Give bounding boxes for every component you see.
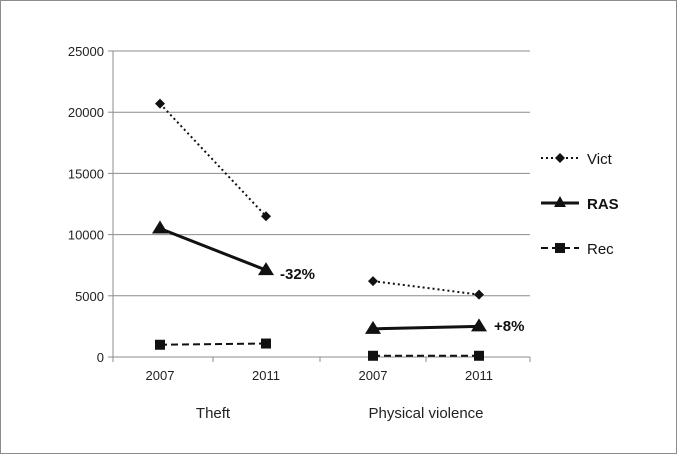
data-point-vict xyxy=(368,276,378,287)
legend-item-ras: RAS xyxy=(541,196,619,213)
y-tick-label: 20000 xyxy=(68,105,104,120)
violence-change-annotation: +8% xyxy=(494,318,524,335)
data-point-ras xyxy=(258,262,274,276)
series-line-rec xyxy=(159,342,267,346)
y-tick-label: 10000 xyxy=(68,228,104,243)
data-point-rec xyxy=(155,339,165,350)
legend-marker-square xyxy=(555,243,565,253)
series-markers xyxy=(152,98,487,361)
legend-marker-diamond xyxy=(555,153,565,163)
legend-label-ras: RAS xyxy=(587,196,619,213)
data-point-ras xyxy=(152,220,168,234)
group-label-physical-violence: Physical violence xyxy=(368,405,483,422)
data-point-rec xyxy=(474,350,484,361)
data-point-ras xyxy=(471,318,487,332)
data-point-vict xyxy=(155,98,165,109)
x-tick-label: 2007 xyxy=(359,368,388,383)
y-tick-label: 25000 xyxy=(68,44,104,59)
x-tick-label: 2007 xyxy=(146,368,175,383)
legend: Vict RAS Rec xyxy=(541,151,619,258)
series-line-ras xyxy=(159,227,267,272)
data-point-vict xyxy=(261,211,271,222)
data-point-vict xyxy=(474,289,484,300)
x-tick-label: 2011 xyxy=(252,368,280,383)
group-label-theft: Theft xyxy=(196,405,231,422)
legend-label-rec: Rec xyxy=(587,241,614,258)
y-tick-label: 0 xyxy=(97,350,104,365)
series-line-vict xyxy=(159,102,267,217)
legend-item-vict: Vict xyxy=(541,151,613,168)
legend-item-rec: Rec xyxy=(541,241,614,258)
series-line-ras xyxy=(372,324,480,331)
data-point-rec xyxy=(261,338,271,349)
data-point-rec xyxy=(368,350,378,361)
theft-change-annotation: -32% xyxy=(280,266,315,283)
series-lines xyxy=(159,102,480,357)
legend-label-vict: Vict xyxy=(587,151,613,168)
y-tick-label: 5000 xyxy=(75,289,104,304)
y-tick-label: 15000 xyxy=(68,166,104,181)
series-line-vict xyxy=(372,280,480,296)
x-tick-label: 2011 xyxy=(465,368,493,383)
axes: 0 5000 10000 15000 20000 25000 2007 2011 2007 201… xyxy=(68,44,531,383)
data-point-ras xyxy=(365,320,381,334)
gridlines xyxy=(113,50,530,297)
legend-marker-triangle xyxy=(554,196,566,207)
